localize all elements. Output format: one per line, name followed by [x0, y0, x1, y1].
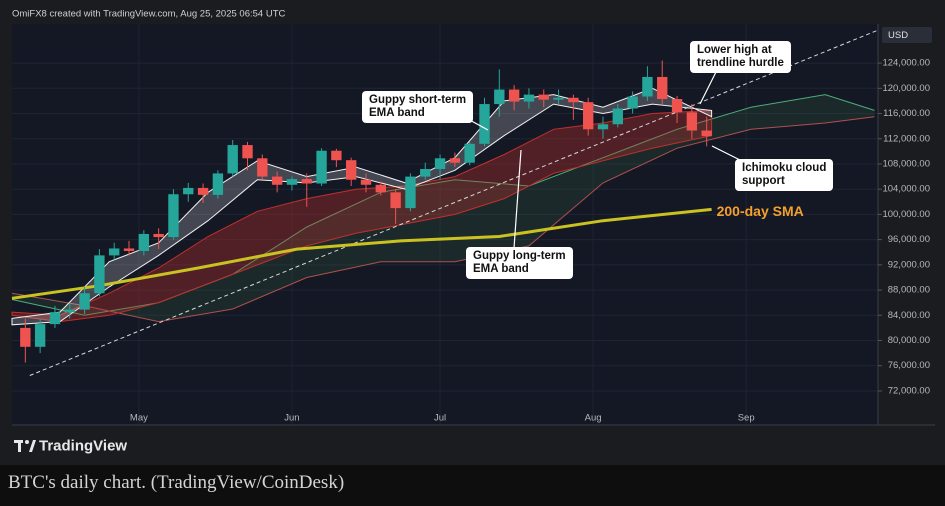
- x-tick-label: Sep: [738, 413, 755, 424]
- candle-body: [109, 248, 120, 256]
- candle-body: [701, 130, 712, 137]
- x-tick-label: Aug: [585, 413, 602, 424]
- candle-body: [375, 184, 386, 193]
- annotation-line: Guppy long-term: [473, 250, 566, 262]
- sma-line: [11, 207, 712, 300]
- candle-body: [420, 169, 431, 177]
- plot-area: [12, 24, 878, 425]
- candle-body: [390, 192, 401, 209]
- candle-body: [360, 179, 372, 185]
- candle-body: [183, 187, 194, 195]
- callout-line: [513, 149, 522, 249]
- y-tick-label: 108,000.00: [882, 158, 930, 169]
- candle-body: [582, 102, 594, 130]
- cloud-fill: [12, 94, 875, 322]
- candle-body: [301, 179, 312, 184]
- candle-body: [79, 293, 90, 310]
- y-tick-label: 100,000.00: [882, 209, 930, 220]
- annotation-line: Lower high at: [697, 44, 772, 56]
- callout-line: [711, 145, 741, 161]
- candle-body: [94, 255, 105, 294]
- y-tick-label: 116,000.00: [883, 108, 930, 119]
- candle-body: [494, 89, 505, 105]
- annotation: Lower high at trendline hurdle: [690, 41, 791, 73]
- candle-body: [64, 309, 75, 313]
- candle-body: [153, 233, 164, 238]
- candle-body: [434, 158, 446, 170]
- annotation: Guppy long-term EMA band: [466, 247, 573, 279]
- x-tick-label: Jul: [434, 413, 446, 424]
- candle-body: [197, 187, 209, 195]
- candle-body: [405, 176, 416, 209]
- candle-body: [686, 112, 698, 131]
- currency-box: [882, 27, 932, 43]
- candle-body: [523, 94, 535, 102]
- candle-body: [568, 97, 579, 103]
- callout-line: [699, 71, 717, 105]
- candle-body: [657, 76, 668, 100]
- annotation-line: support: [742, 175, 785, 187]
- candle-body: [49, 312, 61, 325]
- annotation-line: Ichimoku cloud: [742, 162, 827, 174]
- candle-body: [257, 158, 268, 177]
- candle-body: [508, 89, 520, 102]
- cloud-span-b: [11, 116, 875, 323]
- trendline: [29, 29, 879, 376]
- candle-body: [449, 158, 461, 163]
- annotation-line: trendline hurdle: [697, 57, 784, 69]
- candle-body: [271, 176, 283, 185]
- annotation: Guppy short-term EMA band: [362, 91, 474, 123]
- candle-body: [138, 233, 150, 251]
- candle-body: [538, 94, 549, 100]
- candle-body: [123, 248, 135, 251]
- annotation-line: EMA band: [473, 263, 529, 275]
- candle-body: [553, 97, 564, 100]
- candle-body: [20, 327, 31, 347]
- candle-body: [227, 145, 238, 174]
- candle-body: [212, 173, 224, 195]
- candle-body: [642, 76, 653, 97]
- currency: USD: [888, 30, 908, 41]
- y-tick-label: 104,000.00: [882, 184, 930, 195]
- candle-body: [671, 99, 683, 113]
- y-tick-label: 88,000.00: [888, 285, 930, 296]
- annotation: Ichimoku cloud support: [735, 159, 834, 191]
- candle-body: [627, 96, 638, 109]
- logo: TradingView: [39, 437, 127, 454]
- x-tick-label: Jun: [284, 413, 299, 424]
- candle-body: [464, 143, 475, 163]
- layers: [11, 29, 879, 376]
- candle-body: [242, 145, 253, 159]
- y-tick-label: 84,000.00: [888, 310, 930, 321]
- chart: OmiFX8 created with TradingView.com, Aug…: [0, 0, 945, 465]
- y-tick-label: 112,000.00: [883, 133, 930, 144]
- y-tick-label: 72,000.00: [888, 385, 930, 396]
- x-tick-label: May: [130, 413, 148, 424]
- candle-body: [168, 194, 179, 238]
- y-tick-label: 96,000.00: [888, 234, 930, 245]
- candle-body: [316, 150, 327, 184]
- header: OmiFX8 created with TradingView.com, Aug…: [12, 9, 285, 20]
- sma-label: 200-day SMA: [717, 203, 804, 219]
- annotation-line: Guppy short-term: [369, 94, 467, 106]
- candle-body: [331, 150, 342, 161]
- caption: BTC's daily chart. (TradingView/CoinDesk…: [8, 472, 345, 493]
- y-tick-label: 124,000.00: [882, 58, 930, 69]
- candle-body: [612, 108, 623, 125]
- y-tick-label: 76,000.00: [888, 360, 930, 371]
- y-tick-label: 120,000.00: [882, 83, 930, 94]
- y-tick-label: 92,000.00: [888, 259, 930, 270]
- candle-body: [286, 179, 298, 185]
- annotation-line: EMA band: [369, 107, 425, 119]
- y-tick-label: 80,000.00: [888, 335, 930, 346]
- candle-body: [479, 104, 490, 144]
- candle-body: [346, 160, 357, 180]
- logo-icon: [14, 440, 36, 452]
- candle-body: [597, 124, 609, 130]
- candle-body: [34, 324, 46, 347]
